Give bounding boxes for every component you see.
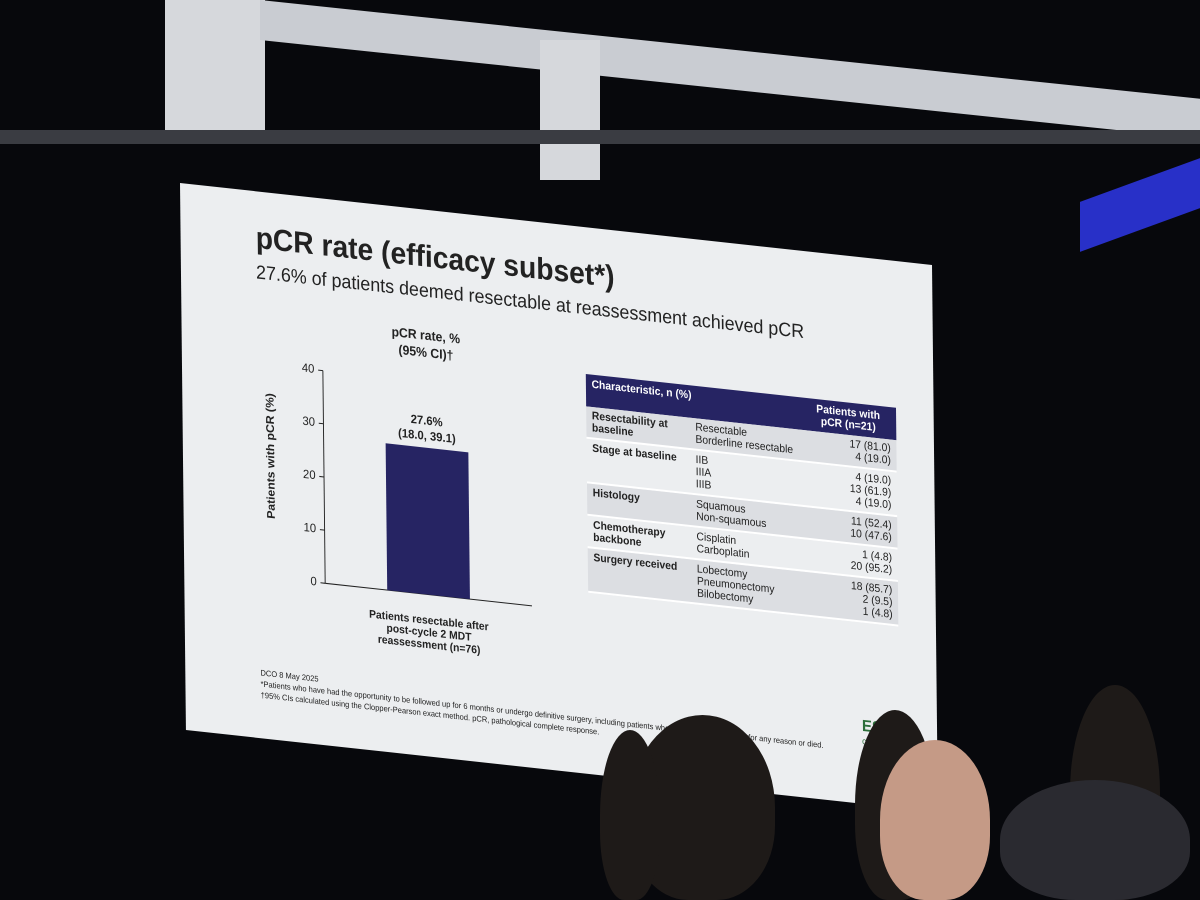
ceiling-beam <box>165 0 265 130</box>
value-column: 18 (85.7) 2 (9.5) 1 (4.8) <box>826 577 893 621</box>
bar-chart: pCR rate, % (95% CI)† Patients with pCR … <box>264 324 532 607</box>
value-column: 1 (4.8) 20 (95.2) <box>826 545 893 577</box>
y-tick-label: 0 <box>310 575 317 589</box>
chart-title: (95% CI)† <box>398 342 453 363</box>
y-axis-label: Patients with pCR (%) <box>264 392 278 519</box>
y-tick <box>320 582 326 584</box>
audience-body <box>1000 780 1190 900</box>
blue-light <box>1080 158 1200 252</box>
value-column: 4 (19.0) 13 (61.9) 4 (19.0) <box>825 468 892 511</box>
audience-head <box>600 730 660 900</box>
y-tick-label: 10 <box>304 521 317 536</box>
y-tick <box>318 369 323 372</box>
value-column: 17 (81.0) 4 (19.0) <box>825 435 891 467</box>
footnotes: DCO 8 May 2025 *Patients who have had the… <box>260 667 862 766</box>
ci-label: (18.0, 39.1) <box>398 426 456 446</box>
truss <box>0 130 1200 144</box>
bar <box>385 443 470 600</box>
ceiling-beam <box>260 0 1200 139</box>
group-label: Surgery received <box>593 551 678 574</box>
x-axis <box>325 582 532 607</box>
value-column: 11 (52.4) 10 (47.6) <box>826 512 892 544</box>
y-tick <box>319 475 325 478</box>
y-tick <box>318 422 324 425</box>
y-tick <box>319 529 325 531</box>
y-tick-label: 40 <box>302 361 315 376</box>
value-label: 27.6% <box>411 413 444 430</box>
chart-title: pCR rate, % <box>391 324 460 347</box>
group-label: Stage at baseline <box>592 442 677 464</box>
y-tick-label: 20 <box>303 468 316 483</box>
table: Characteristic, n (%) Patients with pCR … <box>585 373 899 627</box>
slide: pCR rate (efficacy subset*) 27.6% of pat… <box>180 183 938 813</box>
audience-head <box>880 740 990 900</box>
footnote: *Patients who have had the opportunity t… <box>260 679 824 750</box>
y-tick-label: 30 <box>302 414 315 429</box>
header-cell: Patients with pCR (n=21) <box>816 403 881 434</box>
ceiling-beam <box>540 40 600 180</box>
